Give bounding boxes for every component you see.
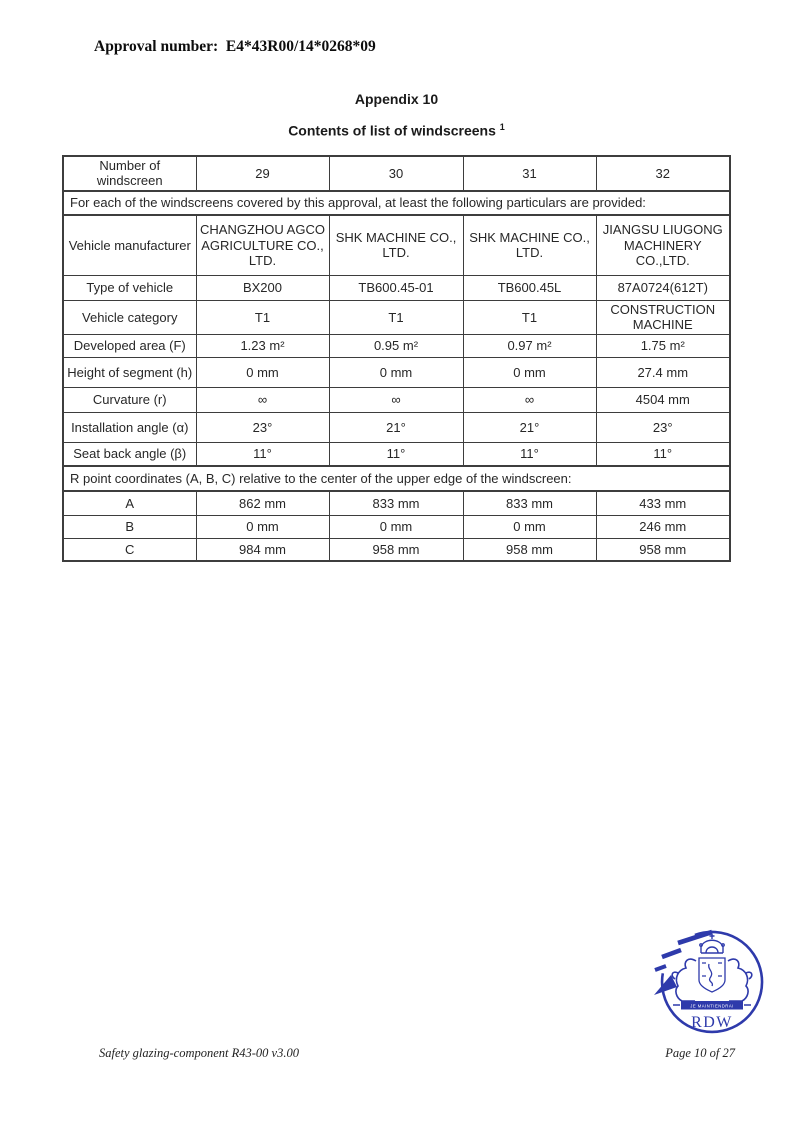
table-cell: ∞ xyxy=(462,386,597,413)
table-row: R point coordinates (A, B, C) relative t… xyxy=(62,465,731,493)
table-row: For each of the windscreens covered by t… xyxy=(62,189,731,216)
speed-stripe-icon xyxy=(677,929,713,946)
footer-page-number: Page 10 of 27 xyxy=(665,1046,735,1060)
appendix-title: Appendix 10 xyxy=(354,91,439,107)
table-cell: 31 xyxy=(462,155,597,192)
motto-text: JE MAINTIENDRAI xyxy=(690,1003,734,1008)
row-label-cell: Installation angle (α) xyxy=(62,411,197,443)
table-cell: 30 xyxy=(328,155,464,192)
table-row: Developed area (F) 1.23 m² 0.95 m² 0.97 … xyxy=(62,333,731,358)
table-cell: T1 xyxy=(462,300,597,335)
table-row: Number of windscreen 29 30 31 32 xyxy=(62,155,731,192)
row-label-cell: Vehicle category xyxy=(62,300,197,335)
table-row: Vehicle category T1 T1 T1 CONSTRUCTION M… xyxy=(62,300,731,335)
table-cell: 21° xyxy=(462,411,597,443)
table-cell: CHANGZHOU AGCO AGRICULTURE CO., LTD. xyxy=(195,214,330,277)
table-cell: JIANGSU LIUGONG MACHINERY CO.,LTD. xyxy=(595,214,731,277)
row-label-cell: Developed area (F) xyxy=(62,333,197,358)
table-cell: 4504 mm xyxy=(595,386,731,413)
row-label-cell: C xyxy=(62,537,197,562)
speed-stripe-icon xyxy=(654,964,667,972)
motto-banner xyxy=(681,1001,743,1010)
table-cell: T1 xyxy=(328,300,464,335)
row-label-cell: Seat back angle (β) xyxy=(62,441,197,467)
table-row: Vehicle manufacturer CHANGZHOU AGCO AGRI… xyxy=(62,214,731,277)
row-label-cell: Curvature (r) xyxy=(62,386,197,413)
row-label-cell: Number of windscreen xyxy=(62,155,197,192)
table-cell: 23° xyxy=(595,411,731,443)
table-cell: BX200 xyxy=(195,275,330,302)
table-cell: ∞ xyxy=(195,386,330,413)
table-cell: 27.4 mm xyxy=(595,356,731,388)
footer-document-version: Safety glazing-component R43-00 v3.00 xyxy=(99,1046,299,1060)
table-cell: 958 mm xyxy=(595,537,731,562)
table-cell: SHK MACHINE CO., LTD. xyxy=(328,214,464,277)
table-cell: 21° xyxy=(328,411,464,443)
table-row: Type of vehicle BX200 TB600.45-01 TB600.… xyxy=(62,275,731,302)
table-cell: 87A0724(612T) xyxy=(595,275,731,302)
footnote-marker: 1 xyxy=(499,122,505,132)
table-cell: 958 mm xyxy=(328,537,464,562)
table-row: Installation angle (α) 23° 21° 21° 23° xyxy=(62,411,731,443)
table-cell: ∞ xyxy=(328,386,464,413)
table-cell: 0 mm xyxy=(462,514,597,539)
table-cell: 11° xyxy=(462,441,597,467)
r-point-row-cell: R point coordinates (A, B, C) relative t… xyxy=(62,465,731,493)
windscreen-table: Number of windscreen 29 30 31 32 For eac… xyxy=(62,155,731,563)
table-cell: 984 mm xyxy=(195,537,330,562)
table-cell: 32 xyxy=(595,155,731,192)
row-label-cell: Type of vehicle xyxy=(62,275,197,302)
table-cell: 23° xyxy=(195,411,330,443)
table-cell: 433 mm xyxy=(595,490,731,516)
table-row: Curvature (r) ∞ ∞ ∞ 4504 mm xyxy=(62,386,731,413)
table-cell: 833 mm xyxy=(328,490,464,516)
speed-stripe-icon xyxy=(661,947,682,960)
table-cell: 833 mm xyxy=(462,490,597,516)
shield-icon xyxy=(698,957,726,993)
table-cell: CONSTRUCTION MACHINE xyxy=(595,300,731,335)
table-cell: 0 mm xyxy=(195,356,330,388)
table-cell: TB600.45L xyxy=(462,275,597,302)
rdw-stamp-logo: JE MAINTIENDRAI RDW xyxy=(654,929,764,1034)
table-cell: 29 xyxy=(195,155,330,192)
intro-row-cell: For each of the windscreens covered by t… xyxy=(62,189,731,216)
table-row: Height of segment (h) 0 mm 0 mm 0 mm 27.… xyxy=(62,356,731,388)
table-cell: 958 mm xyxy=(462,537,597,562)
row-label-cell: Vehicle manufacturer xyxy=(62,214,197,277)
crown-icon xyxy=(699,934,725,954)
row-label-cell: Height of segment (h) xyxy=(62,356,197,388)
table-cell: 0 mm xyxy=(462,356,597,388)
table-row: C 984 mm 958 mm 958 mm 958 mm xyxy=(62,537,731,562)
table-cell: SHK MACHINE CO., LTD. xyxy=(462,214,597,277)
rdw-label: RDW xyxy=(691,1014,733,1031)
table-cell: 246 mm xyxy=(595,514,731,539)
table-cell: 1.23 m² xyxy=(195,333,330,358)
table-cell: 0 mm xyxy=(328,356,464,388)
table-cell: 862 mm xyxy=(195,490,330,516)
table-cell: 0.97 m² xyxy=(462,333,597,358)
table-row: A 862 mm 833 mm 833 mm 433 mm xyxy=(62,490,731,516)
table-cell: 0 mm xyxy=(328,514,464,539)
table-cell: 11° xyxy=(195,441,330,467)
table-cell: T1 xyxy=(195,300,330,335)
table-cell: 0.95 m² xyxy=(328,333,464,358)
table-cell: 11° xyxy=(595,441,731,467)
lion-left-icon xyxy=(671,958,697,1002)
lion-right-icon xyxy=(727,958,753,1002)
row-label-cell: B xyxy=(62,514,197,539)
table-row: Seat back angle (β) 11° 11° 11° 11° xyxy=(62,441,731,467)
row-label-cell: A xyxy=(62,490,197,516)
table-cell: 0 mm xyxy=(195,514,330,539)
document-subtitle: Contents of list of windscreens 1 xyxy=(0,122,793,139)
stamp-circle xyxy=(660,930,764,1034)
subtitle-text: Contents of list of windscreens xyxy=(288,122,496,139)
table-cell: 11° xyxy=(328,441,464,467)
table-row: B 0 mm 0 mm 0 mm 246 mm xyxy=(62,514,731,539)
swoosh-wedge-icon xyxy=(654,975,677,995)
table-cell: 1.75 m² xyxy=(595,333,731,358)
table-cell: TB600.45-01 xyxy=(328,275,464,302)
approval-number: Approval number: E4*43R00/14*0268*09 xyxy=(94,38,376,55)
